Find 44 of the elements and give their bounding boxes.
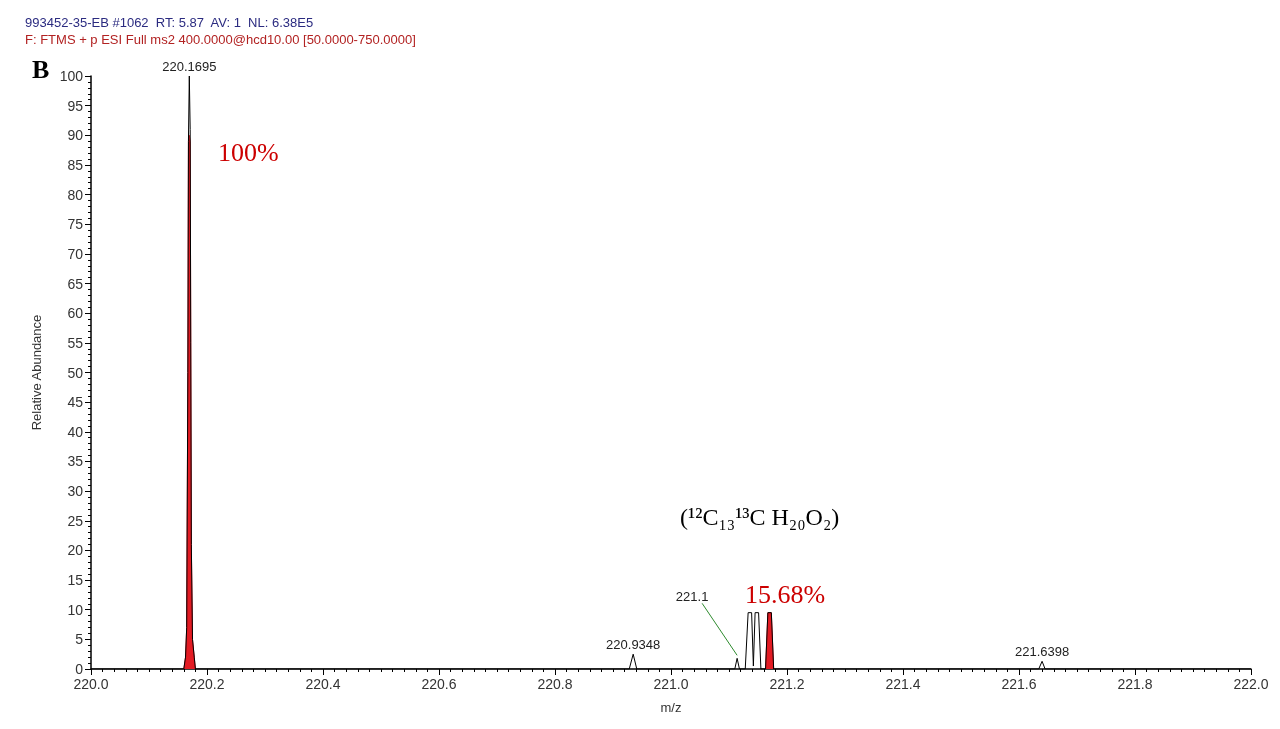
x-tick-label: 221.4 [885, 676, 921, 692]
y-tick-label: 45 [67, 394, 84, 411]
x-tick-label: 220.2 [189, 676, 225, 692]
y-tick-label: 90 [67, 127, 84, 144]
y-axis-title: Relative Abundance [29, 314, 44, 431]
x-tick-label: 222.0 [1233, 676, 1269, 692]
y-tick-label: 75 [67, 216, 84, 233]
y-tick-label: 70 [67, 245, 84, 262]
text: B [32, 54, 50, 84]
y-tick-label: 80 [67, 186, 84, 203]
annotation: 220.1695 [162, 59, 217, 74]
x-tick-label: 220.4 [305, 676, 341, 692]
y-tick-label: 40 [67, 423, 84, 440]
y-tick-label: 30 [67, 483, 84, 500]
y-tick-label: 5 [75, 631, 84, 648]
chart-title: 993452-35-EB #1062 RT: 5.87 AV: 1 NL: 6.38E5 [25, 15, 314, 30]
x-tick-label: 221.0 [653, 676, 689, 692]
chart-subtitle: F: FTMS + p ESI Full ms2 400.0000@hcd10.00 [50.0000-750.0000] [25, 32, 416, 47]
y-tick-label: 20 [67, 542, 84, 559]
annotation: 15.68% [745, 579, 826, 609]
x-axis-title: m/z [660, 700, 682, 715]
y-tick-label: 35 [67, 453, 84, 470]
annotation: 220.9348 [606, 637, 661, 653]
y-tick-label: 60 [67, 305, 84, 322]
y-tick-label: 85 [67, 156, 84, 173]
annotation: 221.1 [675, 589, 709, 605]
x-tick-label: 220.6 [421, 676, 457, 692]
y-tick-label: 0 [75, 661, 84, 677]
annotation: 100% [218, 137, 279, 167]
y-tick-label: 95 [67, 97, 84, 114]
annotation: (¹²C₁₃¹³C H₂₀O₂) [680, 504, 840, 530]
x-tick-label: 220.0 [73, 676, 109, 692]
y-tick-label: 10 [67, 601, 84, 618]
x-tick-label: 221.6 [1001, 676, 1037, 692]
y-tick-label: 15 [67, 572, 84, 589]
x-tick-label: 221.2 [769, 676, 805, 692]
y-tick-label: 65 [67, 275, 84, 292]
y-tick-label: 55 [67, 334, 84, 351]
y-tick-label: 100 [59, 68, 84, 84]
x-tick-label: 221.8 [1117, 676, 1153, 692]
y-tick-label: 50 [67, 364, 84, 381]
y-tick-label: 25 [67, 512, 84, 529]
annotation: 221.6398 [1014, 644, 1070, 660]
x-tick-label: 220.8 [537, 676, 573, 692]
